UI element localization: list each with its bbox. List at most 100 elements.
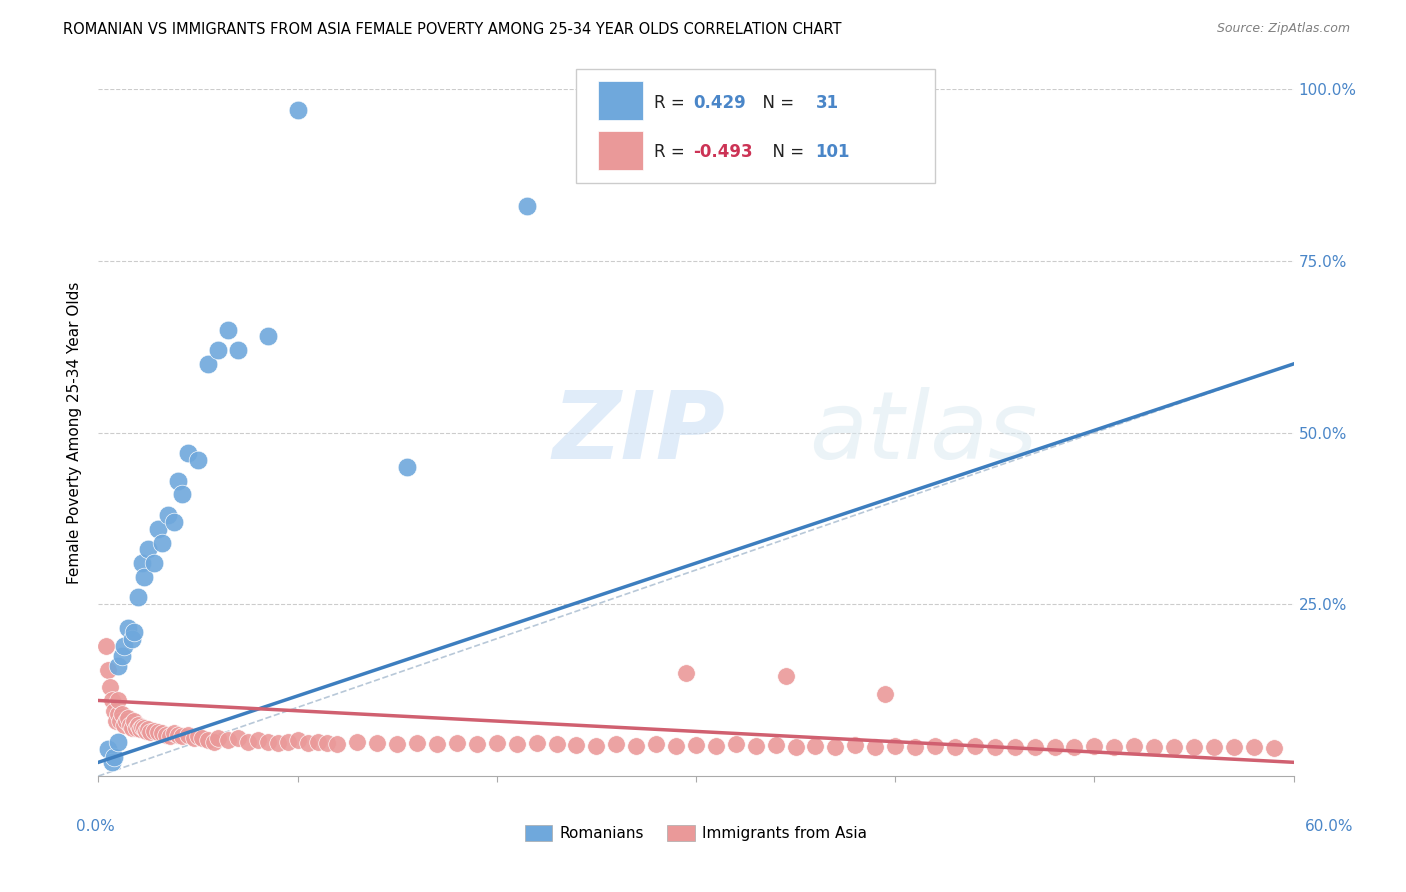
Point bbox=[326, 738, 349, 752]
Point bbox=[207, 343, 229, 358]
Text: 0.429: 0.429 bbox=[693, 94, 747, 112]
Point bbox=[121, 632, 143, 646]
Point bbox=[1043, 739, 1066, 754]
Point bbox=[163, 726, 186, 740]
Point bbox=[396, 460, 419, 475]
Point bbox=[163, 515, 186, 529]
Point bbox=[1123, 739, 1146, 753]
Point bbox=[875, 687, 897, 701]
Point bbox=[207, 731, 229, 746]
Point bbox=[226, 343, 249, 358]
Point bbox=[1202, 739, 1225, 754]
Point bbox=[287, 733, 309, 747]
Point bbox=[844, 738, 866, 752]
Point bbox=[765, 738, 787, 752]
Text: R =: R = bbox=[654, 94, 690, 112]
Point bbox=[685, 738, 707, 752]
Point bbox=[115, 714, 138, 728]
Text: 31: 31 bbox=[815, 94, 838, 112]
Point bbox=[226, 731, 249, 746]
Point bbox=[103, 704, 125, 718]
Point bbox=[585, 739, 607, 753]
Point bbox=[675, 665, 697, 680]
Point bbox=[167, 474, 190, 488]
Point bbox=[150, 726, 173, 740]
Point bbox=[103, 749, 125, 764]
Point bbox=[904, 739, 927, 754]
Point bbox=[865, 739, 887, 754]
Point bbox=[97, 663, 120, 677]
Point bbox=[516, 199, 538, 213]
Point bbox=[984, 740, 1007, 755]
Point bbox=[117, 621, 139, 635]
Point bbox=[446, 736, 468, 750]
Point bbox=[127, 591, 149, 605]
Point bbox=[107, 659, 129, 673]
Point bbox=[143, 556, 166, 570]
Point bbox=[124, 624, 146, 639]
Point bbox=[1163, 739, 1185, 754]
Point bbox=[605, 738, 627, 752]
Point bbox=[506, 738, 529, 752]
Text: R =: R = bbox=[654, 143, 690, 161]
Point bbox=[256, 329, 278, 343]
Point bbox=[107, 693, 129, 707]
Point bbox=[183, 731, 205, 746]
Point bbox=[217, 322, 239, 336]
Point bbox=[884, 739, 907, 753]
Text: 101: 101 bbox=[815, 143, 851, 161]
Text: ROMANIAN VS IMMIGRANTS FROM ASIA FEMALE POVERTY AMONG 25-34 YEAR OLDS CORRELATIO: ROMANIAN VS IMMIGRANTS FROM ASIA FEMALE … bbox=[63, 22, 842, 37]
Point bbox=[426, 738, 449, 752]
Point bbox=[346, 735, 368, 749]
Point bbox=[287, 103, 309, 117]
Point bbox=[1083, 739, 1105, 753]
Point bbox=[150, 535, 173, 549]
Point bbox=[197, 733, 219, 747]
Point bbox=[117, 711, 139, 725]
Point bbox=[1143, 740, 1166, 755]
Point bbox=[297, 736, 319, 750]
Point bbox=[785, 739, 807, 754]
Point bbox=[963, 739, 986, 753]
Point bbox=[1263, 740, 1285, 755]
Point bbox=[125, 721, 148, 735]
Point bbox=[191, 731, 214, 746]
Text: -0.493: -0.493 bbox=[693, 143, 752, 161]
Point bbox=[406, 736, 429, 750]
Point bbox=[217, 733, 239, 747]
Point bbox=[804, 739, 827, 753]
Point bbox=[111, 648, 134, 663]
Point bbox=[526, 736, 548, 750]
Point bbox=[187, 453, 209, 467]
Text: atlas: atlas bbox=[810, 387, 1038, 478]
Point bbox=[1104, 739, 1126, 754]
Point bbox=[134, 570, 156, 584]
Point bbox=[172, 729, 194, 743]
Point bbox=[143, 723, 166, 738]
Point bbox=[187, 729, 209, 743]
Point bbox=[148, 522, 170, 536]
Point bbox=[256, 735, 278, 749]
Point bbox=[111, 707, 134, 722]
Text: N =: N = bbox=[752, 94, 800, 112]
Point bbox=[1063, 740, 1085, 755]
Point bbox=[131, 720, 153, 734]
Point bbox=[97, 741, 120, 756]
Point bbox=[112, 717, 135, 731]
Point bbox=[177, 446, 200, 460]
Text: 0.0%: 0.0% bbox=[76, 819, 115, 834]
Point bbox=[307, 735, 329, 749]
Point bbox=[465, 738, 488, 752]
Point bbox=[316, 736, 339, 750]
Point bbox=[704, 739, 727, 753]
Point bbox=[565, 738, 588, 752]
Point bbox=[824, 739, 846, 754]
Point bbox=[96, 639, 118, 653]
Point bbox=[105, 714, 128, 728]
Y-axis label: Female Poverty Among 25-34 Year Olds: Female Poverty Among 25-34 Year Olds bbox=[67, 282, 83, 583]
Point bbox=[197, 357, 219, 371]
Point bbox=[101, 756, 124, 770]
Point bbox=[645, 738, 668, 752]
Point bbox=[135, 724, 157, 739]
Point bbox=[157, 508, 180, 522]
